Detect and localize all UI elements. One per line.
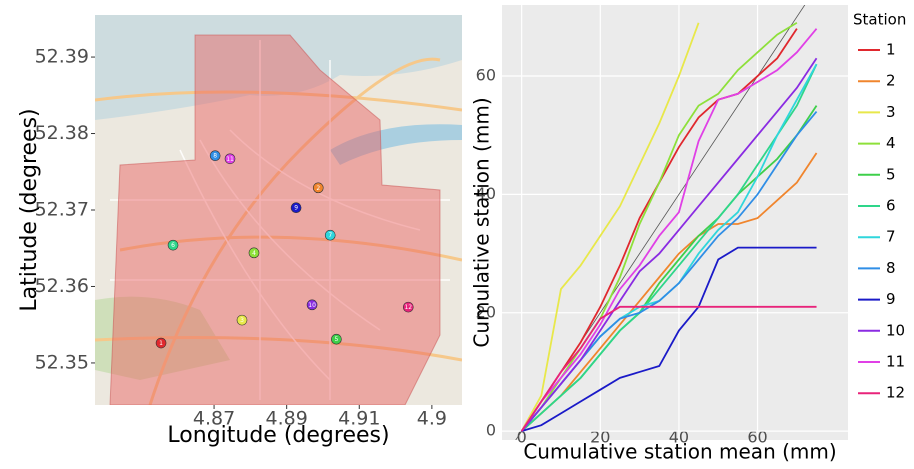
legend-label: 2	[886, 72, 896, 90]
station-label: 8	[213, 153, 217, 160]
x-axis-label: Longitude (degrees)	[167, 423, 389, 448]
y-tick-label: 52.36	[35, 275, 89, 297]
legend-label: 12	[886, 384, 905, 402]
legend-label: 1	[886, 41, 896, 59]
legend-title: Station	[853, 11, 906, 29]
legend-label: 4	[886, 134, 896, 152]
y-axis-label: Latitude (degrees)	[17, 108, 42, 311]
legend-label: 10	[886, 321, 905, 339]
station-label: 6	[171, 242, 175, 249]
station-label: 10	[308, 302, 316, 309]
legend-label: 9	[886, 290, 896, 308]
station-label: 11	[226, 156, 234, 163]
station-label: 4	[252, 250, 256, 257]
y-tick-label: 52.37	[35, 199, 89, 221]
legend-label: 11	[886, 353, 905, 371]
figure: 4.874.894.914.952.3552.3652.3752.3852.39…	[0, 0, 914, 465]
plot-panel	[502, 5, 848, 440]
station-label: 2	[316, 185, 320, 192]
y-axis-label: Cumulative station (mm)	[470, 97, 494, 347]
station-label: 12	[404, 304, 412, 311]
y-tick-label: 52.35	[35, 351, 89, 373]
y-tick-label: 0	[486, 421, 496, 440]
map-background	[95, 15, 462, 405]
y-tick-label: 52.38	[35, 122, 89, 144]
station-label: 3	[240, 317, 244, 324]
legend-label: 7	[886, 228, 896, 246]
station-label: 1	[159, 340, 163, 347]
y-tick-label: 60	[476, 66, 496, 85]
legend-label: 6	[886, 197, 896, 215]
x-axis-label: Cumulative station mean (mm)	[523, 440, 836, 464]
legend-label: 5	[886, 165, 896, 183]
station-label: 7	[328, 232, 332, 239]
x-tick-label: 4.9	[417, 408, 447, 430]
legend-label: 3	[886, 103, 896, 121]
station-label: 5	[334, 336, 338, 343]
y-tick-label: 52.39	[35, 46, 89, 68]
legend-label: 8	[886, 259, 896, 277]
station-label: 9	[294, 205, 298, 212]
